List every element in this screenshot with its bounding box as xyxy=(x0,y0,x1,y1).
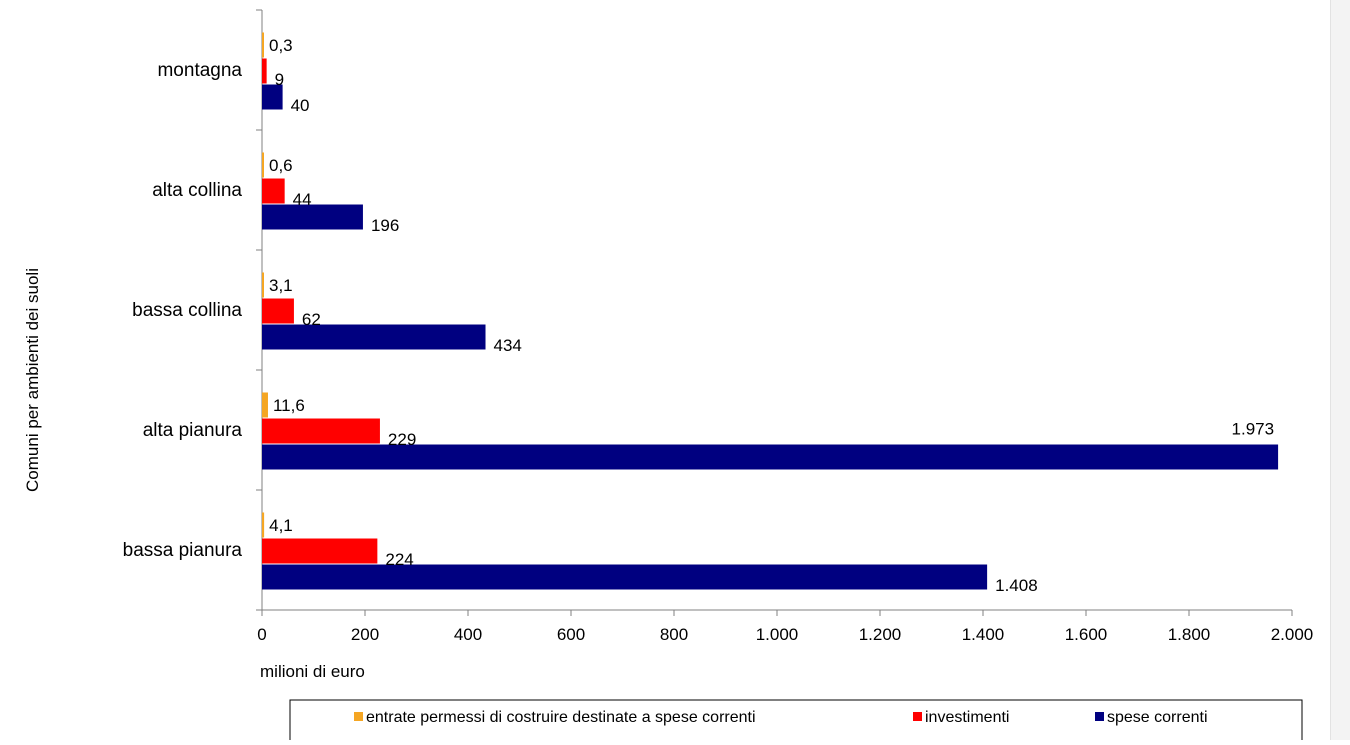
bar xyxy=(262,298,294,324)
bar xyxy=(262,178,285,204)
data-label: 0,6 xyxy=(269,156,293,175)
data-label: 4,1 xyxy=(269,516,293,535)
legend-swatch xyxy=(1095,712,1104,721)
x-tick-label: 1.000 xyxy=(756,625,799,644)
bar xyxy=(262,538,378,564)
category-label: montagna xyxy=(157,60,242,81)
data-label: 224 xyxy=(385,550,413,569)
data-label: 1.408 xyxy=(995,576,1038,595)
data-label: 44 xyxy=(293,190,312,209)
x-axis-title: milioni di euro xyxy=(260,662,365,681)
data-label: 229 xyxy=(388,430,416,449)
bar xyxy=(262,272,264,298)
bar xyxy=(262,564,988,590)
bar xyxy=(262,152,264,178)
side-strip xyxy=(1330,0,1350,740)
bar xyxy=(262,204,363,230)
bar xyxy=(262,418,380,444)
x-tick-label: 600 xyxy=(557,625,585,644)
data-label: 40 xyxy=(291,96,310,115)
bar xyxy=(262,324,486,350)
legend-swatch xyxy=(913,712,922,721)
x-tick-label: 400 xyxy=(454,625,482,644)
x-tick-label: 200 xyxy=(351,625,379,644)
legend-label: investimenti xyxy=(925,709,1009,726)
data-label: 0,3 xyxy=(269,36,293,55)
data-labels: 0,3 9 40 0,644 196 3,1 62 434 11,6 229 1.973 4,1 224… xyxy=(269,36,1274,595)
category-label: bassa pianura xyxy=(123,540,243,561)
bar xyxy=(262,512,265,538)
x-tick-label: 1.400 xyxy=(962,625,1005,644)
legend-swatch xyxy=(354,712,363,721)
data-label: 434 xyxy=(494,336,522,355)
data-label: 196 xyxy=(371,216,399,235)
category-label: alta pianura xyxy=(143,420,243,441)
legend-label: entrate permessi di costruire destinate … xyxy=(366,709,756,726)
legend-label: spese correnti xyxy=(1107,709,1208,726)
bar xyxy=(262,392,268,418)
category-label: alta collina xyxy=(152,180,242,201)
bars xyxy=(262,32,1279,590)
x-tick-label: 2.000 xyxy=(1271,625,1314,644)
y-axis-title: Comuni per ambienti dei suoli xyxy=(23,268,42,492)
bar xyxy=(262,32,264,58)
bar xyxy=(262,84,283,110)
legend-box xyxy=(289,699,1303,743)
bar xyxy=(262,58,267,84)
data-label: 62 xyxy=(302,310,321,329)
bar-chart: 0 200 400 600 800 1.000 1.200 1.400 1.600 1.800 2.… xyxy=(23,9,1314,743)
x-tick-label: 1.200 xyxy=(859,625,902,644)
axes: 0 200 400 600 800 1.000 1.200 1.400 1.600 1.800 2.… xyxy=(123,9,1314,644)
category-label: bassa collina xyxy=(132,300,242,321)
x-tick-label: 800 xyxy=(660,625,688,644)
data-label: 9 xyxy=(275,70,284,89)
bar xyxy=(262,444,1279,470)
x-tick-label: 0 xyxy=(257,625,266,644)
legend: entrate permessi di costruire destinate … xyxy=(289,699,1303,743)
data-label: 11,6 xyxy=(273,396,305,415)
data-label: 1.973 xyxy=(1232,420,1275,439)
x-tick-label: 1.600 xyxy=(1065,625,1108,644)
data-label: 3,1 xyxy=(269,276,293,295)
x-tick-label: 1.800 xyxy=(1168,625,1211,644)
